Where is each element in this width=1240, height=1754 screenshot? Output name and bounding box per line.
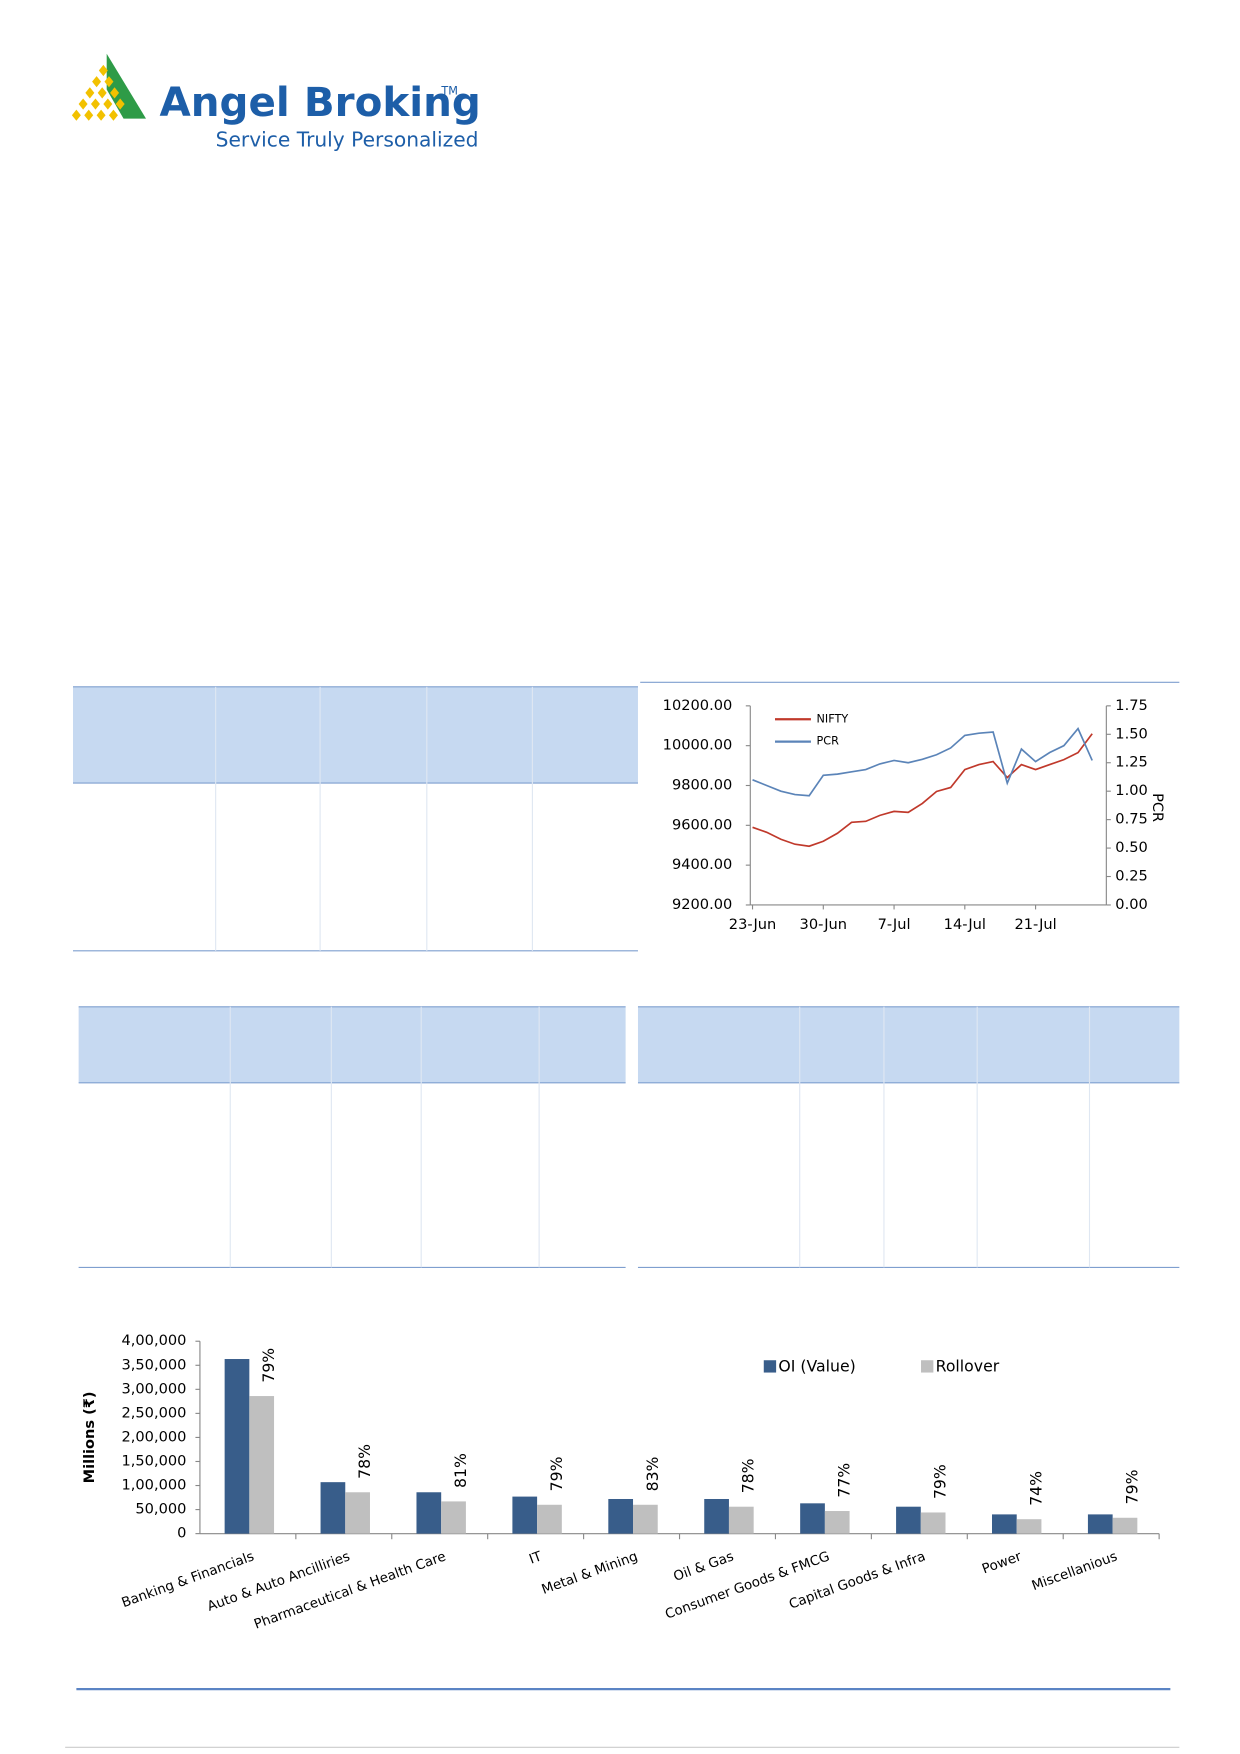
bar [704, 1498, 729, 1534]
bar [608, 1498, 634, 1534]
y2-tick-label: 1.00 [1115, 782, 1148, 799]
y-tick-label: 10200.00 [663, 697, 733, 714]
data-label: 79% [259, 1348, 278, 1383]
y-tick-label: 2,00,000 [121, 1428, 186, 1445]
y-tick-label: 2,50,000 [121, 1404, 186, 1421]
legend-label: PCR [817, 735, 840, 748]
bar [320, 1482, 346, 1534]
y-tick-label: 10000.00 [663, 737, 733, 754]
bar [800, 1503, 825, 1534]
data-label: 79% [930, 1464, 949, 1499]
bar [1016, 1519, 1042, 1534]
x-tick-label: 14-Jul [944, 916, 986, 933]
y2-axis-label: PCR [1149, 793, 1166, 822]
series-line [752, 733, 1093, 848]
x-tick-label: 30-Jun [800, 916, 847, 933]
bar [1112, 1517, 1138, 1534]
y-tick-label: 9400.00 [672, 856, 732, 873]
x-tick-label: 7-Jul [878, 916, 911, 933]
data-label: 79% [547, 1456, 566, 1491]
x-tick-label: Consumer Goods & FMCG [663, 1549, 831, 1622]
legend-label: NIFTY [817, 712, 849, 725]
y-tick-label: 1,50,000 [121, 1452, 186, 1469]
bar [992, 1514, 1017, 1534]
bar [633, 1504, 658, 1534]
logo: Angel Broking TM Service Truly Personali… [71, 53, 481, 151]
bar [896, 1506, 921, 1534]
data-label: 81% [451, 1453, 470, 1488]
bar [920, 1512, 946, 1534]
x-tick-label: 23-Jun [729, 916, 776, 933]
y-tick-label: 9800.00 [672, 777, 732, 794]
legend-swatch [921, 1360, 934, 1373]
data-label: 77% [835, 1463, 854, 1498]
bar [345, 1492, 370, 1534]
x-tick-label: 21-Jul [1014, 916, 1056, 933]
series-line [752, 727, 1093, 797]
y2-tick-label: 1.75 [1115, 697, 1148, 714]
bar [1087, 1514, 1113, 1534]
y-tick-label: 9200.00 [672, 896, 732, 913]
bar [537, 1504, 562, 1534]
data-label: 74% [1026, 1471, 1045, 1506]
y2-tick-label: 1.50 [1115, 725, 1148, 742]
y-tick-label: 3,00,000 [121, 1380, 186, 1397]
x-tick-label: Miscellanious [1030, 1549, 1120, 1594]
tables [65, 681, 1180, 1748]
brand: Angel Broking [159, 79, 480, 126]
legend-label: OI (Value) [778, 1356, 855, 1375]
y-axis-label: Millions (₹) [81, 1392, 98, 1484]
bar [824, 1511, 850, 1534]
y-tick-label: 3,50,000 [121, 1356, 186, 1373]
y-tick-label: 0 [177, 1525, 186, 1542]
y2-tick-label: 0.25 [1115, 868, 1148, 885]
x-tick-label: Oil & Gas [672, 1549, 736, 1584]
y2-tick-label: 1.25 [1115, 754, 1148, 771]
legend-label: Rollover [936, 1356, 1000, 1375]
tagline: Service Truly Personalized [216, 127, 479, 151]
data-label: 78% [355, 1444, 374, 1479]
y-tick-label: 1,00,000 [121, 1477, 186, 1494]
bar [416, 1492, 442, 1534]
trademark: TM [440, 85, 458, 98]
data-label: 83% [643, 1456, 662, 1491]
y2-tick-label: 0.50 [1115, 839, 1148, 856]
y2-tick-label: 0.75 [1115, 811, 1148, 828]
y2-tick-label: 0.00 [1115, 896, 1148, 913]
bar [224, 1359, 250, 1534]
bar [249, 1396, 275, 1534]
x-tick-label: IT [527, 1549, 544, 1567]
x-tick-label: Metal & Mining [540, 1549, 640, 1597]
data-label: 78% [739, 1458, 758, 1493]
legend-swatch [763, 1360, 777, 1373]
x-tick-label: Power [980, 1549, 1024, 1577]
bar [512, 1496, 538, 1534]
y-tick-label: 50,000 [135, 1501, 186, 1518]
y-tick-label: 9600.00 [672, 816, 732, 833]
bar [441, 1501, 466, 1534]
bar [728, 1506, 754, 1534]
y-tick-label: 4,00,000 [121, 1332, 186, 1349]
data-label: 79% [1122, 1469, 1141, 1504]
